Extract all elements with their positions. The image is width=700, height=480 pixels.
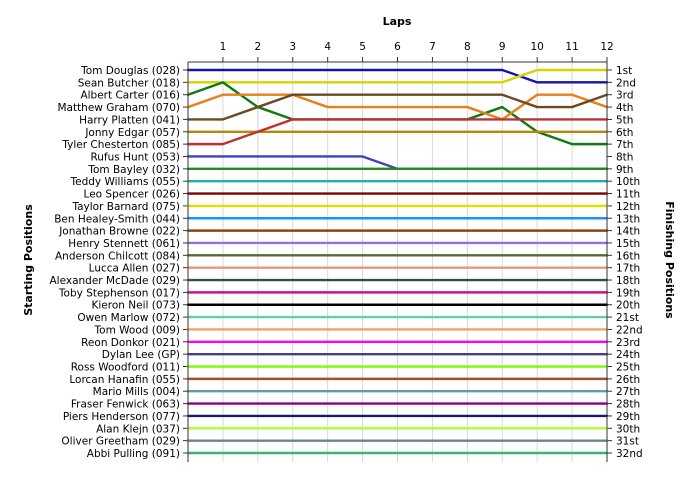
finishing-position-label: 2nd <box>616 77 636 89</box>
starting-driver-label: Tom Wood (009) <box>94 324 180 336</box>
finishing-position-label: 11th <box>616 189 640 201</box>
starting-driver-label: Tom Douglas (028) <box>80 65 180 77</box>
starting-driver-label: Lucca Allen (027) <box>89 263 180 275</box>
lap-tick-label: 8 <box>464 41 471 53</box>
finishing-position-label: 3rd <box>616 90 633 102</box>
y-axis-left-title: Starting Positions <box>22 204 35 316</box>
starting-driver-label: Fraser Fenwick (063) <box>71 399 180 411</box>
finishing-position-label: 5th <box>616 114 633 126</box>
starting-driver-label: Alan Klejn (037) <box>96 423 180 435</box>
starting-driver-label: Jonathan Browne (022) <box>58 226 180 238</box>
finishing-position-label: 13th <box>616 213 640 225</box>
finishing-position-label: 26th <box>616 374 640 386</box>
starting-driver-label: Leo Spencer (026) <box>84 189 180 201</box>
lap-tick-label: 12 <box>600 41 613 53</box>
starting-driver-label: Henry Stennett (061) <box>68 238 180 250</box>
finishing-position-label: 7th <box>616 139 633 151</box>
starting-driver-label: Abbi Pulling (091) <box>87 448 180 460</box>
lap-tick-labels: 1 2 3 4 5 6 7 8 9 10 11 12 <box>220 41 614 62</box>
lap-tick-label: 2 <box>254 41 261 53</box>
lap-tick-label: 9 <box>499 41 506 53</box>
finishing-position-label: 6th <box>616 127 633 139</box>
starting-driver-label: Taylor Barnard (075) <box>71 201 180 213</box>
starting-driver-label: Lorcan Hanafin (055) <box>69 374 180 386</box>
gridlines <box>183 62 612 462</box>
finishing-position-label: 22nd <box>616 324 643 336</box>
lap-tick-label: 7 <box>429 41 436 53</box>
starting-driver-label: Piers Henderson (077) <box>63 411 180 423</box>
starting-driver-label: Matthew Graham (070) <box>57 102 180 114</box>
driver-line <box>186 68 609 84</box>
finishing-position-label: 12th <box>616 201 640 213</box>
starting-driver-label: Jonny Edgar (057) <box>84 127 180 139</box>
starting-driver-label: Dylan Lee (GP) <box>102 349 180 361</box>
starting-driver-label: Alexander McDade (029) <box>49 275 180 287</box>
lap-tick-label: 6 <box>394 41 401 53</box>
finishing-position-label: 27th <box>616 386 640 398</box>
finishing-position-label: 8th <box>616 151 633 163</box>
finishing-position-labels: 1st2nd3rd4th5th6th7th8th9th10th11th12th1… <box>616 65 643 460</box>
finishing-position-label: 23rd <box>616 337 640 349</box>
starting-driver-label: Harry Platten (041) <box>79 114 180 126</box>
driver-line <box>186 118 609 146</box>
finishing-position-label: 1st <box>616 65 632 77</box>
finishing-position-label: 14th <box>616 226 640 238</box>
starting-driver-label: Oliver Greetham (029) <box>61 436 180 448</box>
y-axis-right-title: Finishing Positions <box>663 201 676 319</box>
finishing-position-label: 10th <box>616 176 640 188</box>
starting-driver-label: Mario Mills (004) <box>93 386 180 398</box>
finishing-position-label: 16th <box>616 250 640 262</box>
starting-position-labels: Tom Douglas (028)Sean Butcher (018)Alber… <box>49 65 180 460</box>
lap-tick-label: 10 <box>530 41 543 53</box>
driver-line <box>186 68 609 84</box>
finishing-position-label: 4th <box>616 102 633 114</box>
starting-driver-label: Kieron Neil (073) <box>92 300 181 312</box>
starting-driver-label: Albert Carter (016) <box>80 90 180 102</box>
starting-driver-label: Owen Marlow (072) <box>77 312 180 324</box>
finishing-position-label: 15th <box>616 238 640 250</box>
lap-tick-label: 3 <box>289 41 296 53</box>
finishing-position-label: 25th <box>616 362 640 374</box>
starting-driver-label: Ben Healey-Smith (044) <box>54 213 180 225</box>
starting-driver-label: Ross Woodford (011) <box>71 362 180 374</box>
finishing-position-label: 17th <box>616 263 640 275</box>
finishing-position-label: 18th <box>616 275 640 287</box>
starting-driver-label: Tom Bayley (032) <box>87 164 180 176</box>
starting-driver-label: Anderson Chilcott (084) <box>55 250 180 262</box>
finishing-position-label: 30th <box>616 423 640 435</box>
starting-driver-label: Reon Donkor (021) <box>81 337 180 349</box>
finishing-position-label: 21st <box>616 312 639 324</box>
driver-line <box>186 93 609 121</box>
lap-tick-label: 4 <box>324 41 331 53</box>
driver-line <box>186 93 609 121</box>
finishing-position-label: 19th <box>616 287 640 299</box>
finishing-position-label: 29th <box>616 411 640 423</box>
finishing-position-label: 9th <box>616 164 633 176</box>
starting-driver-label: Toby Stephenson (017) <box>58 287 180 299</box>
finishing-position-label: 24th <box>616 349 640 361</box>
chart-title: Laps <box>383 15 412 28</box>
finishing-position-label: 28th <box>616 399 640 411</box>
starting-driver-label: Rufus Hunt (053) <box>90 151 180 163</box>
finishing-position-label: 20th <box>616 300 640 312</box>
lap-tick-label: 5 <box>359 41 366 53</box>
position-lines <box>186 68 609 455</box>
starting-driver-label: Tyler Chesterton (085) <box>61 139 180 151</box>
lap-tick-label: 1 <box>220 41 227 53</box>
starting-driver-label: Teddy Williams (055) <box>70 176 181 188</box>
starting-driver-label: Sean Butcher (018) <box>78 77 180 89</box>
lap-tick-label: 11 <box>565 41 578 53</box>
finishing-position-label: 32nd <box>616 448 643 460</box>
finishing-position-label: 31st <box>616 436 639 448</box>
